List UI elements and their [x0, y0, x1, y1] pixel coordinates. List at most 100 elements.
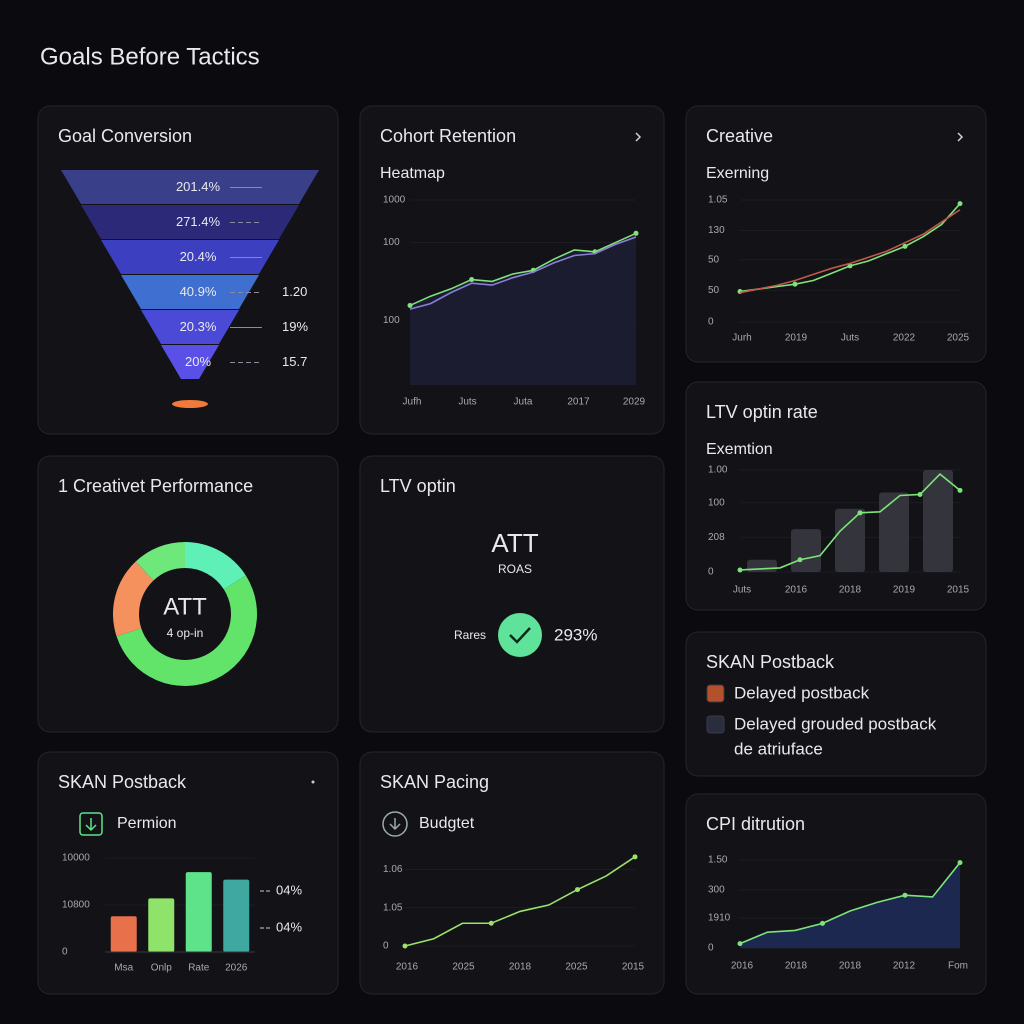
- series-point: [407, 302, 413, 308]
- side-label: 04%: [276, 919, 302, 934]
- x-tick-label: 2019: [893, 585, 916, 596]
- x-tick-label: 2016: [785, 585, 808, 596]
- y-tick-label: 10800: [62, 900, 90, 911]
- bar: [791, 529, 821, 572]
- x-tick-label: 2019: [785, 333, 808, 344]
- series-line: [739, 862, 961, 945]
- series-line: [739, 472, 961, 571]
- y-tick-label: 208: [708, 532, 725, 543]
- x-tick-label: Fom: [948, 961, 968, 972]
- y-tick-label: 1000: [383, 195, 406, 206]
- series-line: [409, 236, 637, 310]
- y-tick-label: 0: [708, 943, 714, 954]
- page-title: Goals Before Tactics: [40, 43, 260, 70]
- panel-title: SKAN Pacing: [380, 772, 489, 792]
- funnel-layer: [161, 345, 219, 379]
- x-tick-label: Juts: [841, 333, 859, 344]
- panel-title: Creative: [706, 126, 773, 146]
- x-tick-label: 2016: [731, 961, 754, 972]
- x-tick-label: 2026: [225, 963, 248, 974]
- y-tick-label: 130: [708, 225, 725, 236]
- legend-swatch: [706, 684, 725, 703]
- icon-box: [79, 812, 103, 836]
- area-fill: [410, 233, 636, 385]
- panels: [37, 105, 987, 995]
- x-tick-label: 2018: [509, 962, 532, 973]
- donut-segment: [135, 542, 185, 581]
- y-tick-label: 300: [708, 885, 725, 896]
- donut-center-subtitle: 4 op-in: [167, 626, 204, 640]
- x-tick-label: 2025: [452, 962, 475, 973]
- series-point: [737, 567, 743, 573]
- legend-label: Delayed postback: [734, 683, 870, 702]
- x-tick-label: Msa: [114, 963, 133, 974]
- bar: [110, 916, 137, 952]
- y-tick-label: 0: [708, 567, 714, 578]
- series-point: [469, 277, 475, 283]
- x-tick-label: Onlp: [151, 963, 173, 974]
- series-point: [402, 943, 408, 949]
- series-point: [847, 263, 853, 269]
- chevron[interactable]: [635, 132, 642, 142]
- x-tick-label: 2029: [623, 397, 646, 408]
- series-point: [857, 510, 863, 516]
- side-label: 04%: [276, 882, 302, 897]
- panel: [37, 455, 339, 733]
- series-point: [820, 920, 825, 926]
- series-point: [902, 243, 908, 249]
- panel-title: 1 Creativet Performance: [58, 476, 253, 496]
- kpi-metric-value: 293%: [554, 625, 597, 644]
- menu-dot[interactable]: [311, 780, 315, 784]
- series-point: [902, 892, 908, 898]
- series-point: [632, 854, 638, 860]
- funnel-base: [172, 400, 208, 408]
- x-tick-label: 2025: [565, 962, 588, 973]
- x-tick-label: 2015: [622, 962, 645, 973]
- x-tick-label: 2018: [785, 961, 808, 972]
- kpi-check: [509, 627, 531, 644]
- y-tick-label: 1.00: [708, 465, 728, 476]
- y-tick-label: 50: [708, 254, 720, 265]
- kpi-metric-label: Rares: [454, 628, 486, 642]
- series-point: [488, 920, 494, 926]
- chevron[interactable]: [957, 132, 964, 142]
- series-point: [957, 201, 963, 207]
- bar: [185, 872, 212, 952]
- funnel-side-label: 1.20: [282, 284, 307, 299]
- x-tick-label: Juta: [514, 397, 533, 408]
- funnel-layer: [61, 170, 319, 204]
- y-tick-label: 1910: [708, 913, 731, 924]
- donut-segment: [185, 542, 246, 590]
- x-tick-label: Juts: [458, 397, 476, 408]
- bar: [879, 492, 909, 572]
- funnel-label: 20%: [185, 354, 211, 369]
- series-point: [737, 941, 743, 947]
- x-tick-label: Jurh: [732, 333, 751, 344]
- panel-title: SKAN Postback: [706, 652, 835, 672]
- kpi-headline: ATT: [491, 528, 538, 558]
- funnel-layer: [101, 240, 279, 274]
- series-point: [792, 281, 798, 287]
- funnel-label: 271.4%: [176, 214, 221, 229]
- donut-segment: [113, 561, 154, 637]
- panel: [359, 455, 665, 733]
- funnel-label: 201.4%: [176, 179, 221, 194]
- series-point: [957, 860, 963, 866]
- panel-title: CPI ditrution: [706, 814, 805, 834]
- y-tick-label: 100: [383, 315, 400, 326]
- y-tick-label: 1.05: [708, 195, 728, 206]
- funnel-layer: [121, 275, 259, 309]
- funnel-label: 20.3%: [180, 319, 217, 334]
- icon-circle: [382, 811, 408, 837]
- panel-subtitle: Budgtet: [419, 815, 475, 832]
- series-point: [633, 230, 639, 236]
- panel: [359, 751, 665, 995]
- bar: [148, 898, 175, 952]
- kpi-subheadline: ROAS: [498, 562, 532, 576]
- panel-subtitle: Exerning: [706, 165, 769, 182]
- panel-subtitle: Permion: [117, 815, 177, 832]
- series-line: [739, 209, 961, 294]
- icon-arrow: [85, 818, 97, 832]
- panel-title: Cohort Retention: [380, 126, 516, 146]
